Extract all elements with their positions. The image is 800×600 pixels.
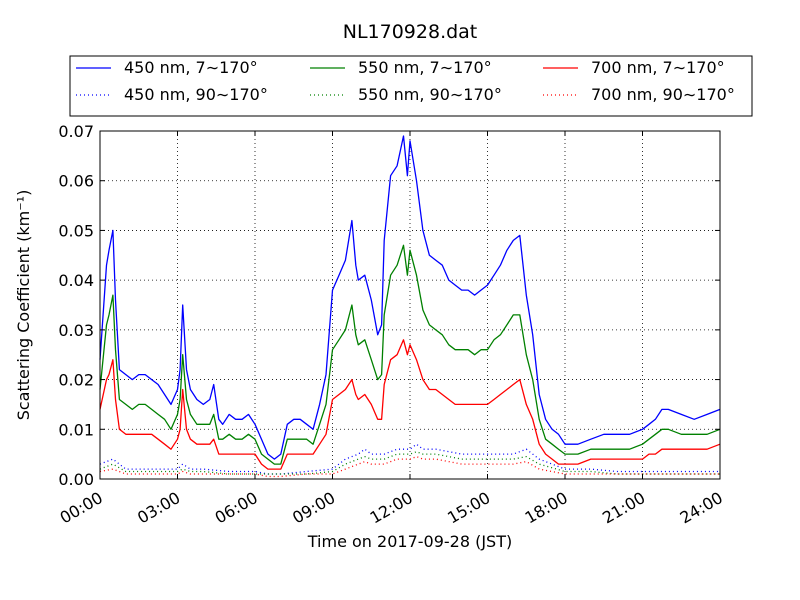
y-tick-label: 0.02 (58, 371, 94, 390)
y-tick-label: 0.05 (58, 221, 94, 240)
grid-lines (100, 131, 720, 479)
y-tick-label: 0.01 (58, 420, 94, 439)
legend-label: 550 nm, 90∼170° (358, 85, 502, 104)
x-tick-label: 15:00 (444, 488, 493, 528)
x-tick-label: 21:00 (599, 488, 648, 528)
legend-label: 450 nm, 7∼170° (124, 58, 258, 77)
x-axis-label: Time on 2017-09-28 (JST) (307, 532, 512, 551)
axis-ticks: 00:00 03:00 06:00 09:00 12:00 15:00 18:00 21:00… (57, 122, 726, 528)
legend-label: 700 nm, 90∼170° (591, 85, 735, 104)
x-tick-label: 00:00 (57, 488, 106, 528)
legend-box (69, 55, 753, 117)
series-lines (99, 135, 721, 478)
y-tick-label: 0.00 (58, 470, 94, 489)
x-tick-label: 24:00 (677, 488, 726, 528)
legend-label: 550 nm, 7∼170° (358, 58, 492, 77)
series-line-3 (99, 339, 721, 470)
x-tick-label: 18:00 (522, 488, 571, 528)
series-line-2 (99, 244, 721, 465)
y-axis-label: Scattering Coefficient (km⁻¹) (14, 190, 33, 421)
x-tick-label: 06:00 (212, 488, 261, 528)
series-line-1 (99, 135, 721, 460)
legend-label: 700 nm, 7∼170° (591, 58, 725, 77)
legend-label: 450 nm, 90∼170° (124, 85, 268, 104)
y-tick-label: 0.07 (58, 122, 94, 141)
y-tick-label: 0.03 (58, 321, 94, 340)
y-tick-label: 0.04 (58, 271, 94, 290)
x-tick-label: 09:00 (289, 488, 338, 528)
y-tick-label: 0.06 (58, 172, 94, 191)
series-line-5 (99, 451, 720, 475)
x-tick-label: 12:00 (367, 488, 416, 528)
legend: 450 nm, 7∼170° 550 nm, 7∼170° 700 nm, 7∼17… (69, 55, 753, 117)
series-line-4 (99, 443, 720, 475)
x-tick-label: 03:00 (134, 488, 183, 528)
chart-title: NL170928.dat (343, 21, 478, 43)
